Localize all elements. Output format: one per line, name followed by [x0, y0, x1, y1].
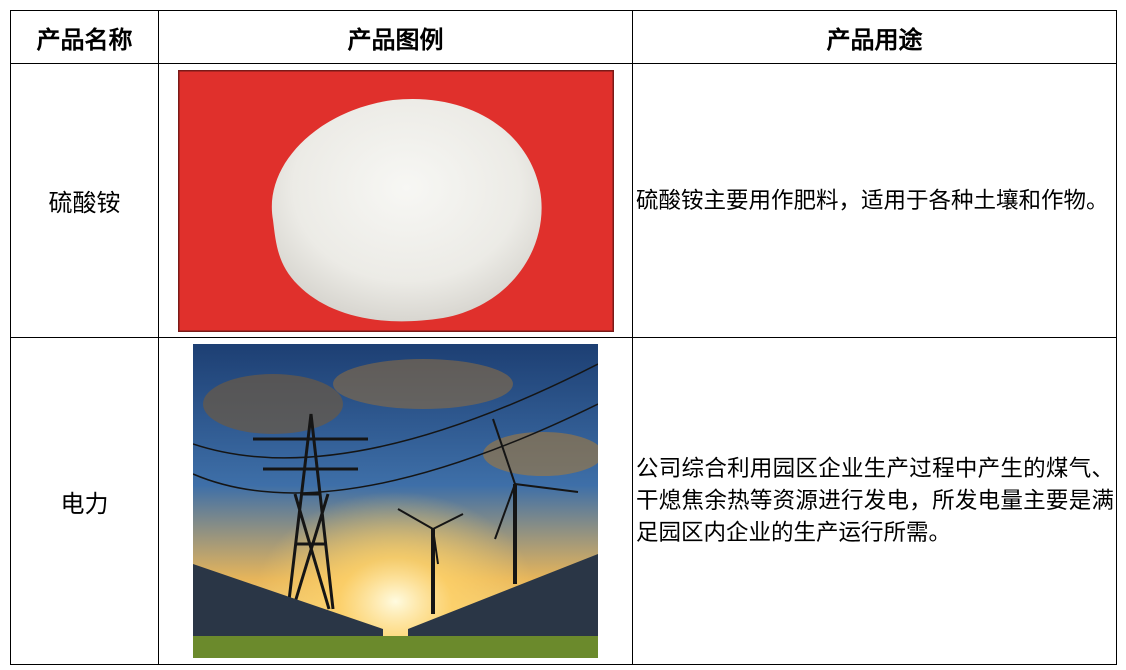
- product-name: 电力: [10, 337, 159, 665]
- product-name: 硫酸铵: [10, 63, 159, 338]
- header-cell: 产品用途: [632, 10, 1117, 64]
- image-cell: [158, 63, 633, 338]
- product-description: 硫酸铵主要用作肥料，适用于各种土壤和作物。: [632, 63, 1117, 338]
- image-cell: [158, 337, 633, 665]
- header-row: 产品名称 产品图例 产品用途: [10, 10, 1117, 64]
- header-cell: 产品图例: [158, 10, 633, 64]
- row: 电力: [10, 337, 1117, 665]
- ammonium-sulfate-image: [177, 69, 614, 332]
- header-cell: 产品名称: [10, 10, 159, 64]
- electricity-image: [193, 344, 598, 658]
- product-description: 公司综合利用园区企业生产过程中产生的煤气、干熄焦余热等资源进行发电，所发电量主要…: [632, 337, 1117, 665]
- product-table: 产品名称 产品图例 产品用途 硫酸铵 硫酸铵主要用作肥料，适用于各种土壤和作物。…: [10, 10, 1117, 665]
- row: 硫酸铵 硫酸铵主要用作肥料，适用于各种土壤和作物。: [10, 63, 1117, 338]
